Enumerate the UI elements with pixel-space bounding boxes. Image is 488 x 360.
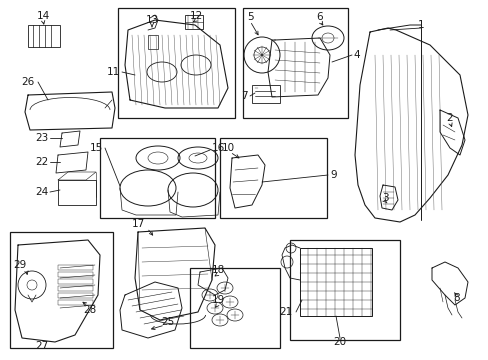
Text: 1: 1 (417, 20, 424, 30)
Bar (10, 232, 113, 348)
Bar (289, 240, 399, 340)
Text: 7: 7 (241, 91, 247, 101)
Bar (58, 300, 93, 305)
Text: 6: 6 (316, 12, 323, 22)
Bar (58, 180, 96, 205)
Text: 11: 11 (106, 67, 120, 77)
Bar (190, 268, 280, 348)
Bar (118, 8, 235, 118)
Text: 4: 4 (352, 50, 359, 60)
Text: 2: 2 (446, 113, 452, 123)
Text: 28: 28 (83, 305, 97, 315)
Bar (58, 272, 93, 277)
Bar (251, 85, 280, 103)
Bar (243, 8, 347, 118)
Bar (299, 248, 371, 316)
Bar (58, 286, 93, 291)
Bar (220, 138, 326, 218)
Bar (100, 138, 215, 218)
Text: 24: 24 (35, 187, 48, 197)
Text: 20: 20 (333, 337, 346, 347)
Text: 16: 16 (212, 143, 225, 153)
Text: 10: 10 (221, 143, 234, 153)
Text: 21: 21 (279, 307, 292, 317)
Text: 29: 29 (13, 260, 26, 270)
Bar (148, 35, 158, 49)
Text: 25: 25 (161, 317, 174, 327)
Text: 18: 18 (211, 265, 224, 275)
Text: 8: 8 (453, 293, 459, 303)
Text: 12: 12 (189, 11, 202, 21)
Bar (58, 279, 93, 284)
Bar (28, 25, 60, 47)
Text: 23: 23 (35, 133, 48, 143)
Text: 15: 15 (90, 143, 103, 153)
Text: 3: 3 (381, 193, 387, 203)
Text: 5: 5 (246, 12, 253, 22)
Text: 22: 22 (35, 157, 48, 167)
Text: 13: 13 (145, 15, 158, 25)
Bar (58, 265, 93, 270)
Bar (184, 15, 203, 29)
Bar (58, 293, 93, 298)
Text: 27: 27 (35, 341, 48, 351)
Text: 19: 19 (211, 295, 224, 305)
Text: 9: 9 (329, 170, 336, 180)
Text: 17: 17 (131, 219, 145, 229)
Text: 14: 14 (36, 11, 49, 21)
Text: 26: 26 (21, 77, 35, 87)
